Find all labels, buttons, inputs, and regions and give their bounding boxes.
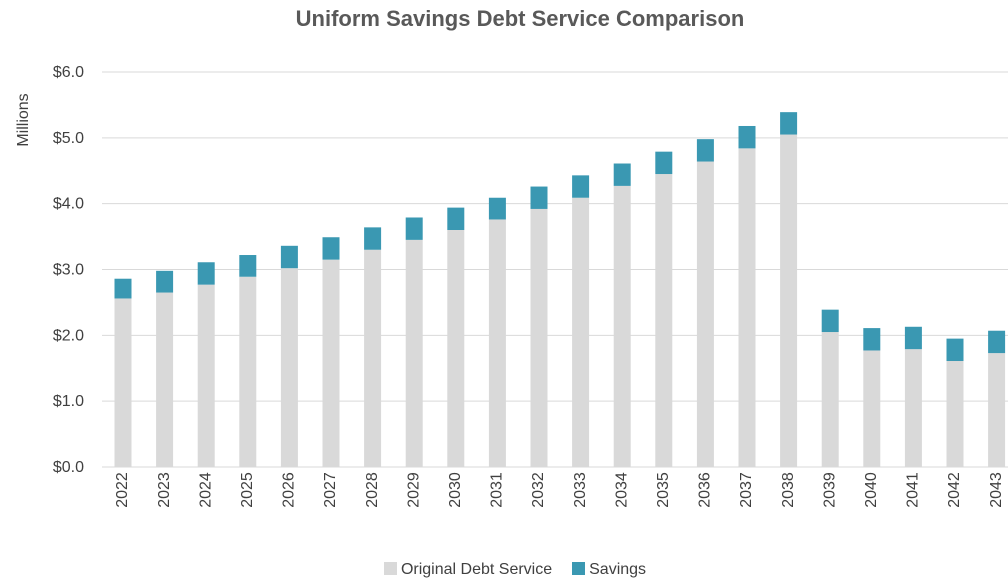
savings-bar-segment	[530, 186, 548, 209]
chart-title: Uniform Savings Debt Service Comparison	[295, 6, 745, 31]
savings-bar-segment	[447, 207, 465, 230]
x-tick-label: 2022	[114, 472, 131, 508]
legend-item: Original Debt Service	[383, 561, 553, 579]
savings-bar-segment	[613, 163, 631, 186]
x-tick-label: 2029	[405, 472, 422, 508]
original-debt-service-bar-segment	[821, 332, 839, 467]
y-tick-label: $6.0	[53, 64, 84, 81]
x-tick-label: 2033	[572, 472, 589, 508]
y-tick-label: $4.0	[53, 196, 84, 213]
savings-bar-segment	[156, 270, 174, 293]
y-tick-label: $2.0	[53, 327, 84, 344]
y-tick-label: $3.0	[53, 262, 84, 279]
savings-bar-segment	[863, 328, 881, 351]
x-tick-label: 2023	[156, 472, 173, 508]
savings-bar-segment	[821, 309, 839, 333]
savings-bar-segment	[364, 227, 382, 250]
x-tick-label: 2039	[821, 472, 838, 508]
original-debt-service-bar-segment	[405, 239, 423, 467]
savings-bar-segment	[988, 330, 1006, 354]
savings-bar-segment	[780, 112, 798, 135]
x-tick-label: 2034	[613, 472, 630, 508]
savings-bar-segment	[488, 197, 506, 220]
original-debt-service-bar-segment	[988, 353, 1006, 467]
legend-label: Original Debt Service	[400, 561, 553, 578]
original-debt-service-bar-segment	[863, 350, 881, 467]
y-tick-label: $1.0	[53, 393, 84, 410]
original-debt-service-bar-segment	[280, 268, 298, 467]
x-tick-label: 2037	[738, 472, 755, 508]
savings-bar-segment	[239, 255, 257, 277]
original-debt-service-bar-segment	[904, 349, 922, 467]
savings-bar-segment	[946, 338, 964, 362]
original-debt-service-bar-segment	[572, 197, 590, 467]
savings-bar-segment	[114, 278, 132, 299]
legend-item: Savings	[572, 561, 646, 579]
original-debt-service-bar-segment	[530, 208, 548, 467]
savings-bar-segment	[696, 139, 714, 162]
x-tick-label: 2036	[697, 472, 714, 508]
savings-bar-segment	[322, 237, 340, 260]
original-debt-service-bar-segment	[946, 361, 964, 467]
y-tick-label: $0.0	[53, 459, 84, 476]
original-debt-service-bar-segment	[655, 174, 673, 467]
original-debt-service-bar-segment	[613, 185, 631, 467]
x-tick-label: 2028	[364, 472, 381, 508]
x-tick-label: 2032	[530, 472, 547, 508]
savings-bar-segment	[280, 245, 298, 269]
savings-bar-segment	[572, 175, 590, 198]
original-debt-service-bar-segment	[447, 230, 465, 467]
savings-bar-segment	[655, 151, 673, 175]
x-tick-label: 2025	[239, 472, 256, 508]
original-debt-service-bar-segment	[239, 276, 257, 467]
x-tick-label: 2027	[322, 472, 339, 508]
x-tick-label: 2040	[863, 472, 880, 508]
x-tick-label: 2041	[905, 472, 922, 508]
x-tick-label: 2026	[281, 472, 298, 508]
savings-bar-segment	[738, 125, 756, 149]
original-debt-service-bar-segment	[114, 298, 132, 467]
original-debt-service-bar-segment	[738, 148, 756, 467]
original-debt-service-bar-segment	[696, 161, 714, 468]
x-tick-label: 2043	[988, 472, 1005, 508]
savings-bar-segment	[904, 326, 922, 350]
x-tick-label: 2038	[780, 472, 797, 508]
original-debt-service-bar-segment	[488, 219, 506, 467]
original-debt-service-bar-segment	[322, 259, 340, 467]
original-debt-service-bar-segment	[364, 249, 382, 467]
legend: Original Debt Service Savings	[0, 561, 1008, 579]
x-tick-label: 2042	[946, 472, 963, 508]
x-tick-label: 2030	[447, 472, 464, 508]
savings-bar-segment	[405, 217, 423, 240]
legend-label: Savings	[589, 561, 647, 578]
x-tick-label: 2031	[489, 472, 506, 508]
y-tick-label: $5.0	[53, 130, 84, 147]
original-debt-service-bar-segment	[197, 284, 215, 467]
original-debt-service-bar-segment	[156, 292, 174, 467]
x-tick-label: 2035	[655, 472, 672, 508]
x-tick-label: 2024	[197, 472, 214, 508]
legend-swatch	[383, 562, 397, 575]
original-debt-service-bar-segment	[780, 134, 798, 467]
savings-bar-segment	[197, 262, 215, 285]
legend-swatch	[572, 562, 586, 575]
